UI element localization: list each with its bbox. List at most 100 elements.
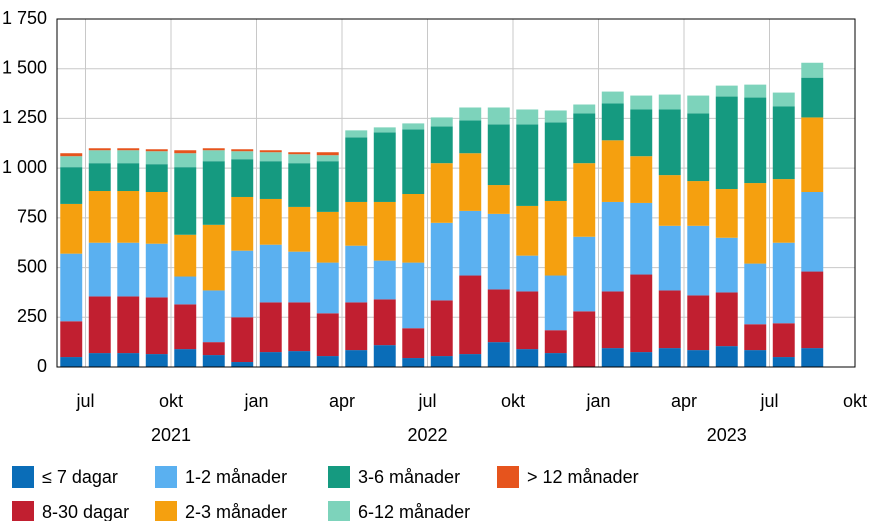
bar-segment — [772, 323, 795, 358]
bar-segment — [402, 358, 425, 367]
bar-segment — [630, 352, 653, 367]
bar-segment — [459, 107, 482, 121]
legend-label: 6-12 månader — [358, 502, 470, 521]
bar-segment — [459, 354, 482, 367]
bar-segment — [202, 150, 225, 162]
bar-segment — [402, 328, 425, 359]
x-tick-label: jul — [417, 391, 436, 411]
legend-swatch — [497, 466, 519, 488]
x-tick-label: apr — [671, 391, 697, 411]
bar-segment — [402, 123, 425, 130]
bar-segment — [145, 151, 168, 165]
bar-segment — [60, 156, 83, 168]
bar-segment — [259, 244, 282, 303]
bar-segment — [288, 154, 311, 164]
x-tick-label: jan — [243, 391, 268, 411]
bar-segment — [573, 163, 596, 237]
x-tick-label: jul — [759, 391, 778, 411]
bar-segment — [658, 225, 681, 291]
bar-segment — [288, 251, 311, 303]
bar-segment — [174, 167, 197, 235]
bar-segment — [145, 192, 168, 244]
y-tick-label: 750 — [17, 207, 47, 227]
bar-segment — [88, 353, 111, 367]
bar-segment — [715, 96, 738, 190]
bar-segment — [459, 275, 482, 355]
x-group-label: 2022 — [407, 425, 447, 445]
bar-segment — [145, 243, 168, 298]
bar-segment — [117, 148, 140, 151]
legend-label: 1-2 månader — [185, 467, 287, 487]
bar-segment — [573, 113, 596, 164]
bar-segment — [117, 353, 140, 367]
bar-segment — [373, 132, 396, 202]
bar-segment — [601, 291, 624, 349]
bar-segment — [544, 110, 567, 123]
bar-segment — [573, 104, 596, 114]
bar-segment — [60, 253, 83, 322]
x-group-label: 2021 — [151, 425, 191, 445]
bar-segment — [601, 201, 624, 292]
bar-segment — [202, 161, 225, 225]
bar-segment — [288, 351, 311, 367]
bar-segment — [630, 95, 653, 110]
bar-segment — [174, 153, 197, 168]
bar-segment — [202, 290, 225, 343]
bar-segment — [658, 290, 681, 349]
bar-segment — [516, 291, 539, 350]
bar-segment — [345, 201, 368, 246]
bar-segment — [202, 355, 225, 367]
x-tick-label: apr — [329, 391, 355, 411]
bar-segment — [516, 255, 539, 292]
bar-segment — [202, 224, 225, 291]
bar-segment — [60, 167, 83, 204]
bar-segment — [715, 85, 738, 97]
bar-segment — [174, 276, 197, 305]
bar-segment — [601, 140, 624, 202]
bar-segment — [60, 203, 83, 254]
bar-segment — [601, 103, 624, 141]
bar-segment — [459, 120, 482, 154]
bar-segment — [373, 299, 396, 346]
bar-segment — [202, 342, 225, 356]
legend-swatch — [155, 501, 177, 521]
bar-segment — [202, 148, 225, 151]
bar-segment — [601, 348, 624, 367]
legend-swatch — [328, 466, 350, 488]
bar-segment — [231, 317, 254, 363]
bar-segment — [373, 127, 396, 133]
bar-segment — [316, 152, 339, 156]
bar-segment — [630, 202, 653, 275]
bar-segment — [259, 150, 282, 153]
bar-segment — [772, 242, 795, 324]
bar-segment — [630, 274, 653, 353]
bar-segment — [345, 350, 368, 367]
legend-swatch — [12, 466, 34, 488]
bar-segment — [174, 349, 197, 367]
bar-segment — [801, 348, 824, 367]
bar-segment — [459, 210, 482, 276]
bar-segment — [744, 350, 767, 367]
bar-segment — [231, 159, 254, 197]
bar-segment — [487, 289, 510, 343]
bar-segment — [744, 84, 767, 98]
legend-label: 2-3 månader — [185, 502, 287, 521]
bar-segment — [174, 304, 197, 350]
bar-segment — [801, 117, 824, 193]
bar-segment — [88, 242, 111, 297]
bar-segment — [345, 302, 368, 351]
bar-segment — [402, 129, 425, 194]
bar-segment — [231, 149, 254, 152]
legend-label: > 12 månader — [527, 467, 639, 487]
bar-segment — [630, 156, 653, 203]
bar-segment — [744, 183, 767, 264]
bar-segment — [715, 237, 738, 293]
bar-segment — [316, 211, 339, 263]
bar-segment — [430, 222, 453, 301]
bar-segment — [174, 234, 197, 277]
bar-segment — [345, 130, 368, 138]
bar-segment — [259, 161, 282, 199]
x-tick-label: jan — [585, 391, 610, 411]
bar-segment — [772, 179, 795, 243]
